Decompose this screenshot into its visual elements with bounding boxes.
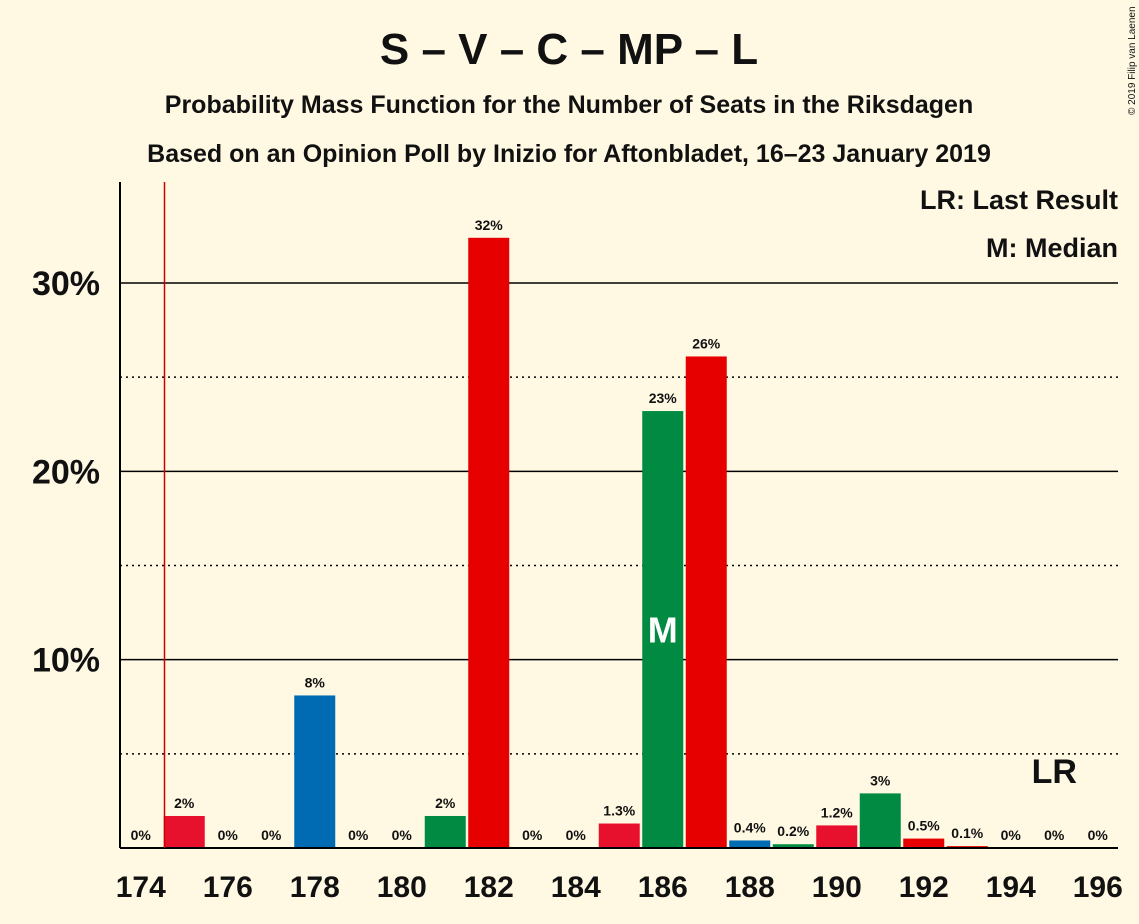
chart-title: S – V – C – MP – L xyxy=(380,25,758,74)
data-label: 0.4% xyxy=(734,819,766,835)
data-label: 0% xyxy=(522,827,543,843)
axes xyxy=(119,182,1118,849)
bar xyxy=(163,815,205,848)
x-tick-label: 192 xyxy=(899,871,949,904)
x-tick-label: 174 xyxy=(116,871,166,904)
chart-subtitle-1: Probability Mass Function for the Number… xyxy=(165,91,973,119)
data-label: 2% xyxy=(435,795,456,811)
bar xyxy=(729,840,771,848)
x-tick-label: 196 xyxy=(1073,871,1123,904)
bar xyxy=(685,356,727,848)
data-label: 0.1% xyxy=(951,825,983,841)
bars xyxy=(163,237,988,849)
x-tick-label: 194 xyxy=(986,871,1036,904)
markers: M LR xyxy=(163,182,1077,848)
data-label: 0% xyxy=(392,827,413,843)
data-label: 32% xyxy=(475,217,504,233)
x-tick-label: 176 xyxy=(203,871,253,904)
bar xyxy=(598,823,640,848)
data-label: 3% xyxy=(870,772,891,788)
legend-last-result: LR: Last Result xyxy=(920,185,1118,215)
bar xyxy=(772,844,814,848)
bar xyxy=(859,793,901,848)
copyright-text: © 2019 Filip van Laenen xyxy=(1127,6,1138,115)
x-tick-label: 180 xyxy=(377,871,427,904)
y-tick-label: 30% xyxy=(32,265,100,303)
data-label: 23% xyxy=(649,390,678,406)
bar xyxy=(468,237,510,849)
x-tick-label: 178 xyxy=(290,871,340,904)
x-tick-label: 188 xyxy=(725,871,775,904)
data-label: 1.2% xyxy=(821,804,853,820)
data-label: 0% xyxy=(1088,827,1109,843)
data-label: 0% xyxy=(261,827,282,843)
bar xyxy=(424,815,466,848)
data-label: 8% xyxy=(305,674,326,690)
y-tick-labels: 10% 20% 30% xyxy=(32,265,100,680)
data-label: 0% xyxy=(348,827,369,843)
legend-median: M: Median xyxy=(986,233,1118,263)
last-result-marker: LR xyxy=(1032,753,1077,791)
bar xyxy=(903,838,945,848)
data-label: 0% xyxy=(131,827,152,843)
data-label: 0% xyxy=(566,827,587,843)
data-label: 26% xyxy=(692,335,721,351)
gridlines xyxy=(120,282,1118,755)
data-label: 0% xyxy=(1001,827,1022,843)
data-label: 0.5% xyxy=(908,818,940,834)
x-tick-label: 190 xyxy=(812,871,862,904)
data-labels: 0% 2% 0% 0% 8% 0% 0% 2% 32% 0% 0% 1.3% 23% 26% 0.4% 0.2… xyxy=(131,217,1109,843)
data-label: 0.2% xyxy=(777,823,809,839)
bar xyxy=(642,411,684,848)
y-tick-label: 20% xyxy=(32,453,100,491)
data-label: 1.3% xyxy=(603,803,635,819)
x-tick-label: 184 xyxy=(551,871,601,904)
bar xyxy=(816,825,858,848)
median-marker: M xyxy=(648,610,678,651)
data-label: 2% xyxy=(174,795,195,811)
y-tick-label: 10% xyxy=(32,642,100,680)
chart-subtitle-2: Based on an Opinion Poll by Inizio for A… xyxy=(147,140,991,168)
x-tick-label: 182 xyxy=(464,871,514,904)
bar xyxy=(294,695,336,848)
x-tick-labels: 174 176 178 180 182 184 186 188 190 192 194 196 xyxy=(116,871,1123,904)
data-label: 0% xyxy=(1044,827,1065,843)
data-label: 0% xyxy=(218,827,239,843)
x-tick-label: 186 xyxy=(638,871,688,904)
